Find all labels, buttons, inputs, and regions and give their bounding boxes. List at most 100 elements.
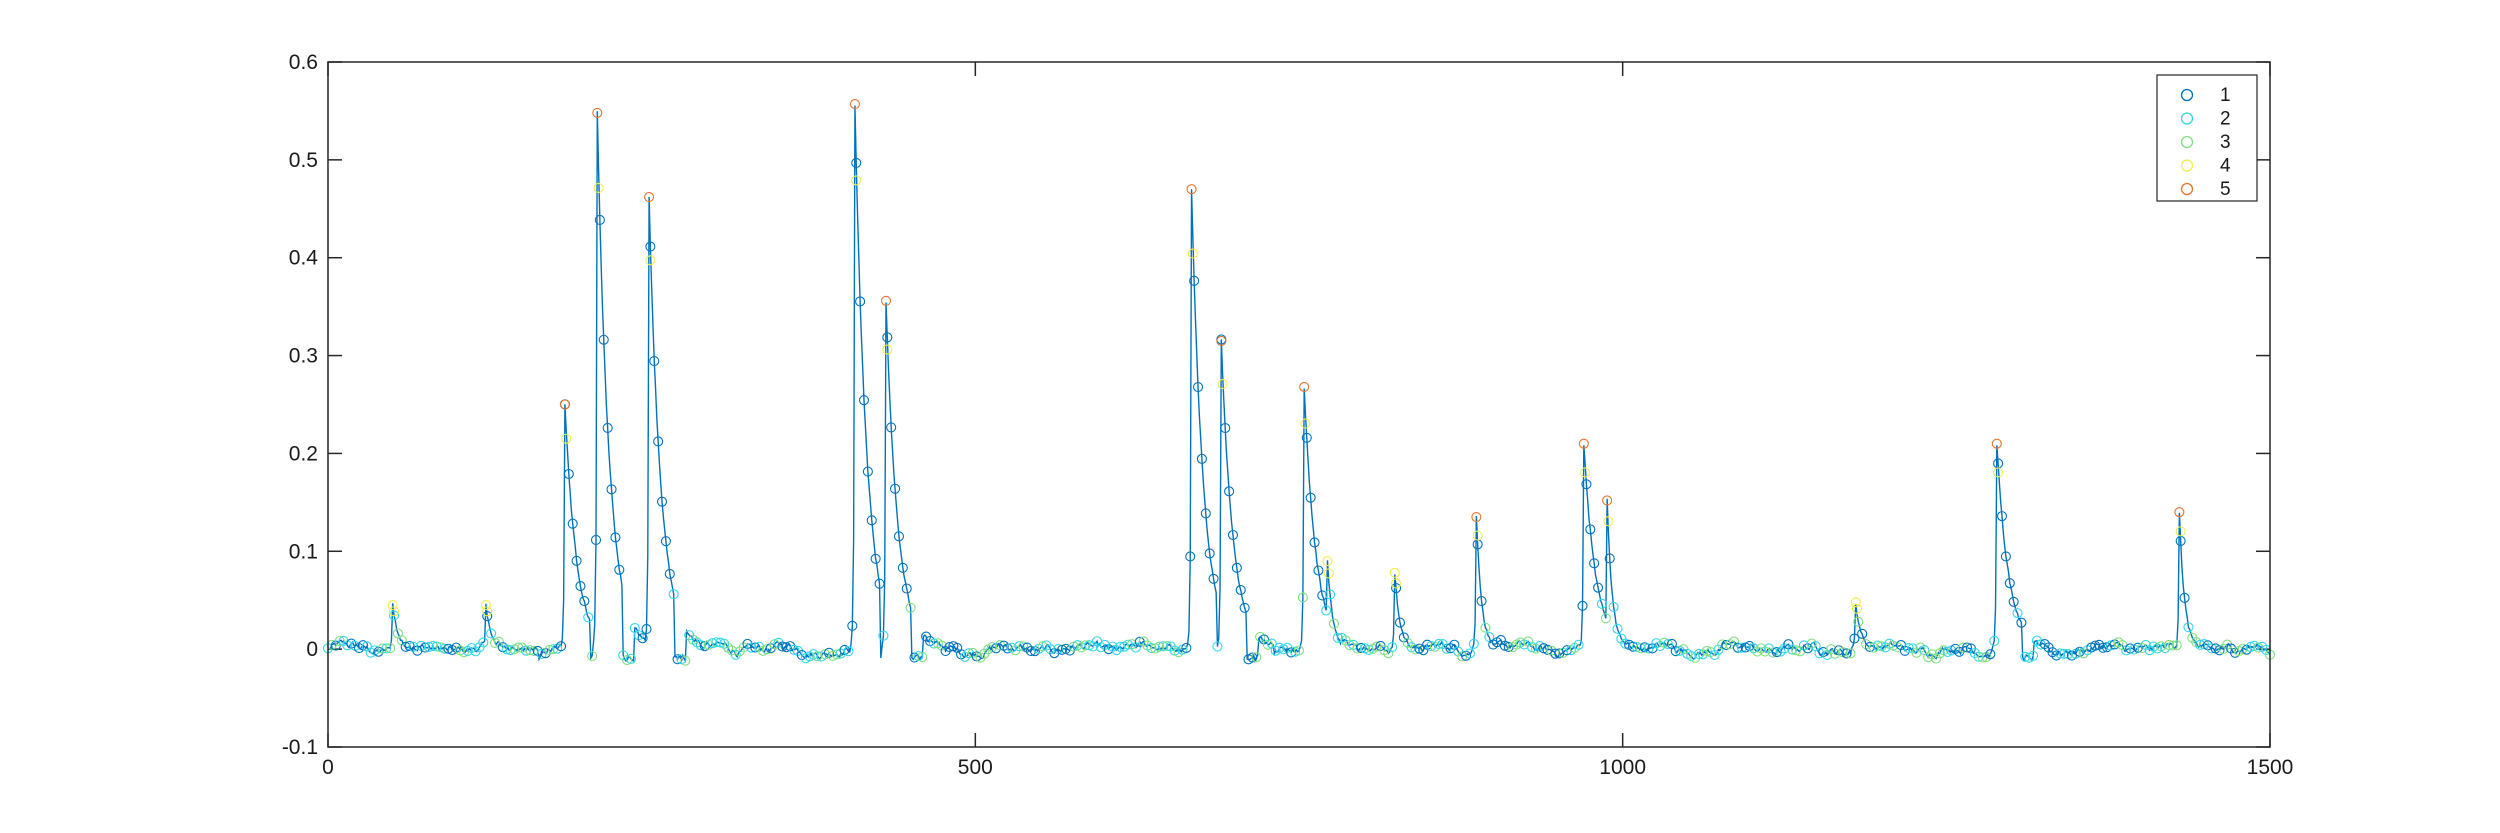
data-point — [575, 581, 586, 592]
data-point — [2012, 608, 2023, 619]
peak-point — [1471, 511, 1482, 523]
peak-point — [2174, 507, 2185, 518]
data-point — [913, 651, 924, 662]
data-point — [645, 241, 656, 252]
peak-shoulder-point — [1323, 568, 1334, 579]
peak-point — [644, 191, 655, 203]
data-point — [2175, 535, 2186, 546]
data-point — [897, 562, 908, 573]
peak-point — [592, 107, 603, 118]
data-point — [493, 636, 504, 647]
x-tick-label: 0 — [322, 756, 334, 779]
data-point — [1293, 645, 1305, 656]
data-point — [1208, 573, 1219, 584]
data-point — [1643, 643, 1654, 654]
data-point — [1115, 641, 1126, 652]
peak-shoulder-point — [1217, 378, 1228, 390]
data-point — [1258, 634, 1270, 645]
legend-marker — [2180, 159, 2194, 172]
data-point — [653, 436, 664, 447]
data-point — [427, 641, 438, 652]
data-point — [610, 532, 621, 543]
legend-marker — [2180, 112, 2194, 125]
data-point — [893, 531, 905, 542]
data-point — [1235, 584, 1246, 596]
data-point — [851, 157, 862, 168]
data-point — [2125, 643, 2136, 654]
data-point — [1787, 644, 1798, 655]
tick-labels: 0 500 1000 1500-0.100.10.20.30.40.50.6 — [282, 51, 2294, 779]
data-point — [478, 637, 489, 648]
data-point — [649, 356, 660, 367]
peak-shoulder-point — [2175, 526, 2186, 537]
y-tick-label: -0.1 — [282, 736, 318, 759]
peak-point — [1322, 556, 1333, 567]
data-point — [878, 630, 889, 641]
data-point — [1088, 641, 1099, 652]
peak-point — [880, 295, 892, 306]
y-tick-label: 0.3 — [289, 345, 318, 368]
legend-box — [2156, 74, 2258, 202]
data-point — [1837, 647, 1848, 658]
peak-shoulder-point — [593, 182, 604, 194]
data-point — [2140, 639, 2151, 650]
data-point — [1480, 622, 1491, 633]
data-point — [1732, 642, 1743, 653]
data-point — [695, 640, 706, 651]
data-point — [1041, 640, 1052, 651]
data-point — [1433, 638, 1444, 650]
data-point — [1853, 616, 1864, 627]
data-point — [874, 578, 885, 589]
data-point — [571, 555, 582, 566]
peak-shoulder-point — [1300, 418, 1311, 429]
data-point — [614, 564, 625, 575]
data-point — [1394, 617, 1406, 628]
peak-point — [1299, 381, 1310, 392]
data-point — [594, 214, 605, 225]
data-point — [2097, 642, 2109, 653]
data-point — [385, 643, 396, 654]
data-point — [2004, 578, 2015, 589]
data-point — [2183, 622, 2194, 633]
data-point — [835, 648, 846, 659]
data-point — [1612, 623, 1623, 634]
data-point — [1352, 643, 1363, 654]
data-point — [1391, 583, 1402, 594]
peak-shoulder-point — [1993, 467, 2004, 478]
data-point — [1604, 553, 1615, 564]
data-point — [855, 296, 866, 307]
data-point — [890, 483, 901, 494]
data-point — [1930, 653, 1942, 664]
data-point — [1418, 645, 1429, 656]
data-point — [1880, 642, 1891, 653]
data-point — [656, 496, 668, 507]
data-point — [1014, 641, 1025, 652]
data-point — [1057, 644, 1068, 655]
peak-shoulder-point — [388, 606, 400, 617]
data-point — [486, 628, 497, 639]
data-point — [1154, 641, 1165, 652]
data-point — [1717, 639, 1728, 650]
data-point — [843, 646, 854, 657]
data-point — [1962, 642, 1973, 653]
data-point — [521, 645, 532, 656]
data-point — [1589, 558, 1600, 569]
data-point — [1608, 601, 1619, 612]
data-point — [944, 641, 955, 653]
data-point — [1200, 508, 1211, 519]
data-point — [1814, 648, 1825, 659]
data-point — [2179, 592, 2190, 603]
data-point — [408, 641, 419, 652]
data-point — [831, 649, 842, 660]
data-point — [622, 655, 633, 666]
data-point — [1857, 628, 1868, 639]
data-point — [482, 611, 493, 622]
data-point — [2171, 640, 2182, 651]
x-tick-label: 1500 — [2247, 756, 2294, 779]
peak-point — [1216, 335, 1227, 346]
legend-label: 4 — [2220, 156, 2231, 177]
data-point — [2163, 639, 2175, 650]
data-point — [1499, 640, 1510, 651]
data-point — [1670, 646, 1681, 657]
data-point — [458, 647, 469, 658]
